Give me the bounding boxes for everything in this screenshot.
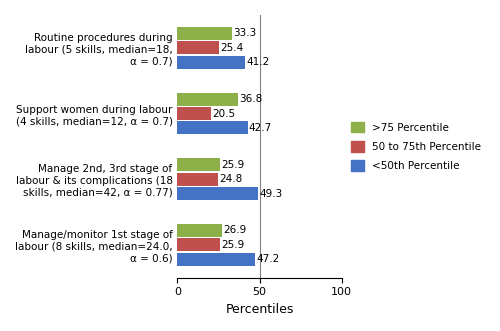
Text: 25.4: 25.4 [220, 43, 244, 53]
Text: 26.9: 26.9 [223, 225, 246, 235]
Text: 49.3: 49.3 [260, 189, 283, 199]
Text: 33.3: 33.3 [234, 28, 256, 38]
Text: 42.7: 42.7 [249, 123, 272, 133]
Text: 41.2: 41.2 [246, 57, 270, 67]
Bar [178, 107, 211, 120]
Text: 20.5: 20.5 [212, 109, 236, 118]
Bar [178, 41, 219, 54]
Bar [178, 158, 220, 171]
Bar [178, 224, 222, 237]
Bar [178, 56, 245, 69]
Text: 47.2: 47.2 [256, 254, 280, 264]
Bar [178, 27, 232, 40]
Legend: >75 Percentile, 50 to 75th Percentile, <50th Percentile: >75 Percentile, 50 to 75th Percentile, <… [347, 118, 485, 175]
Bar [178, 121, 248, 134]
Text: 25.9: 25.9 [222, 240, 244, 250]
Text: 24.8: 24.8 [220, 174, 243, 184]
X-axis label: Percentiles: Percentiles [226, 303, 294, 316]
Bar [178, 173, 218, 186]
Bar [178, 253, 255, 266]
Bar [178, 187, 258, 200]
Text: 25.9: 25.9 [222, 160, 244, 170]
Text: 36.8: 36.8 [239, 94, 262, 104]
Bar [178, 93, 238, 106]
Bar [178, 238, 220, 251]
